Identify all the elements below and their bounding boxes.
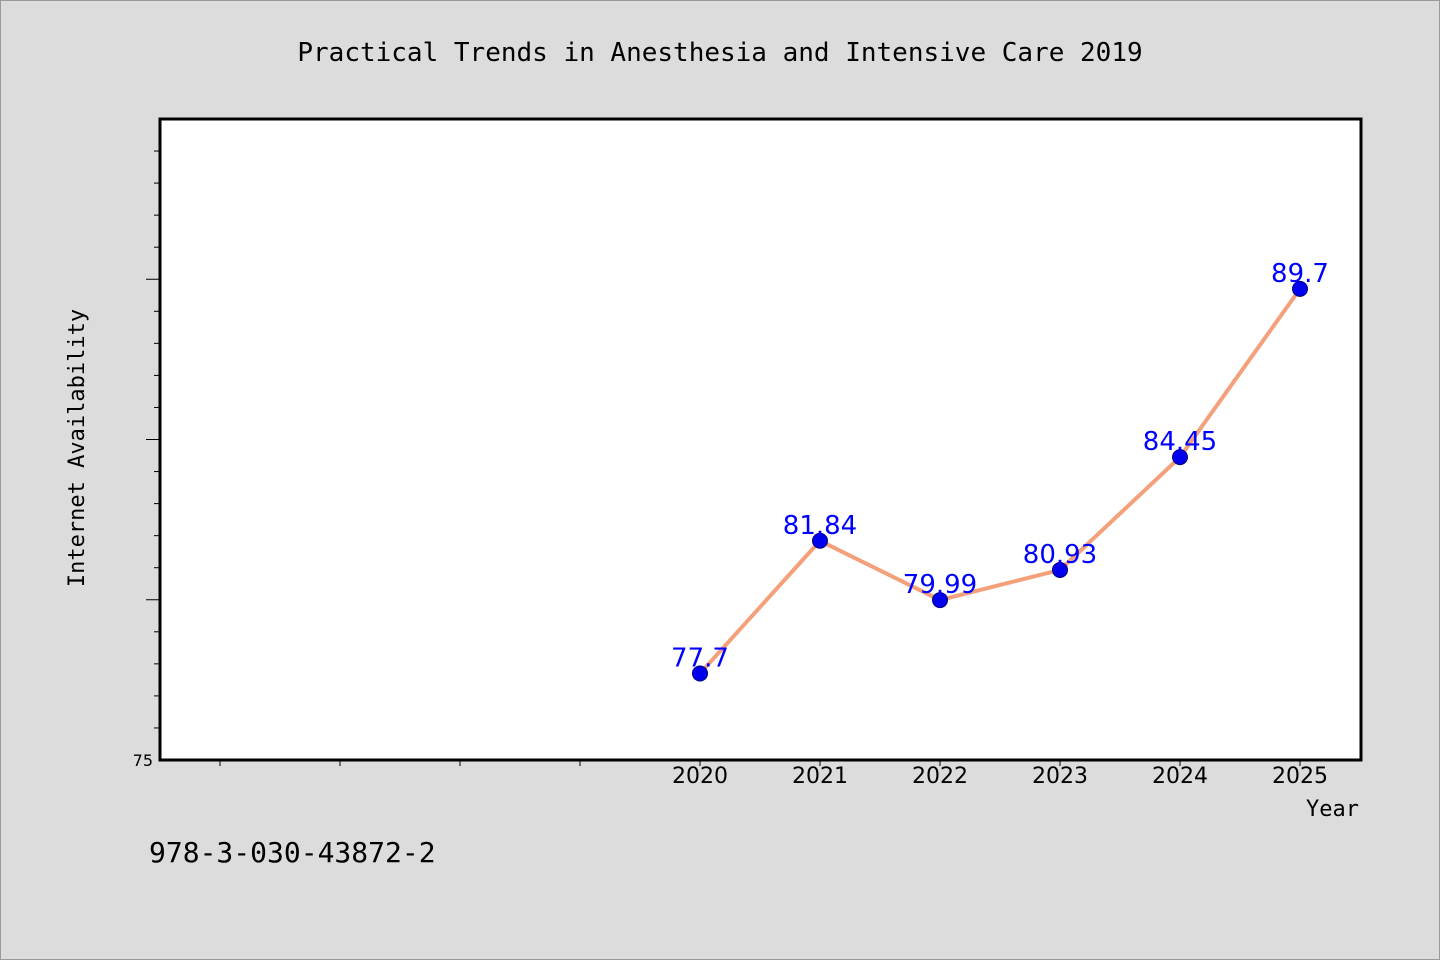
x-tick-label: 2021 bbox=[792, 764, 848, 789]
x-tick-label: 2025 bbox=[1272, 764, 1328, 789]
x-axis-ticks: 2020 2021 2022 2023 2024 2025 bbox=[219, 760, 1328, 789]
x-tick-label: 2024 bbox=[1152, 764, 1208, 789]
y-axis-ticks bbox=[146, 150, 160, 729]
data-label: 79.99 bbox=[903, 570, 977, 600]
data-point bbox=[692, 665, 708, 682]
data-point bbox=[932, 592, 948, 609]
y-tick-label-min: 75 bbox=[133, 751, 153, 770]
y-axis-label: Internet Availability bbox=[65, 309, 90, 587]
plot-area bbox=[158, 117, 1363, 762]
chart-title: Practical Trends in Anesthesia and Inten… bbox=[297, 38, 1142, 68]
x-tick-label: 2023 bbox=[1032, 764, 1088, 789]
x-axis-label: Year bbox=[1306, 797, 1359, 822]
data-point bbox=[812, 532, 828, 549]
data-label: 81.84 bbox=[783, 511, 857, 541]
series-group: 77.7 81.84 79.99 80.93 84.45 89.7 bbox=[671, 259, 1329, 682]
series-line bbox=[698, 286, 1302, 676]
data-point bbox=[1052, 561, 1068, 578]
data-label: 89.7 bbox=[1271, 259, 1329, 289]
x-tick-label: 2020 bbox=[672, 764, 728, 789]
x-tick-label: 2022 bbox=[912, 764, 968, 789]
isbn-text: 978-3-030-43872-2 bbox=[149, 836, 436, 869]
data-label: 84.45 bbox=[1143, 427, 1217, 457]
data-point bbox=[1172, 449, 1188, 466]
data-point bbox=[1292, 280, 1308, 297]
data-label: 77.7 bbox=[671, 643, 729, 673]
data-label: 80.93 bbox=[1023, 540, 1097, 570]
